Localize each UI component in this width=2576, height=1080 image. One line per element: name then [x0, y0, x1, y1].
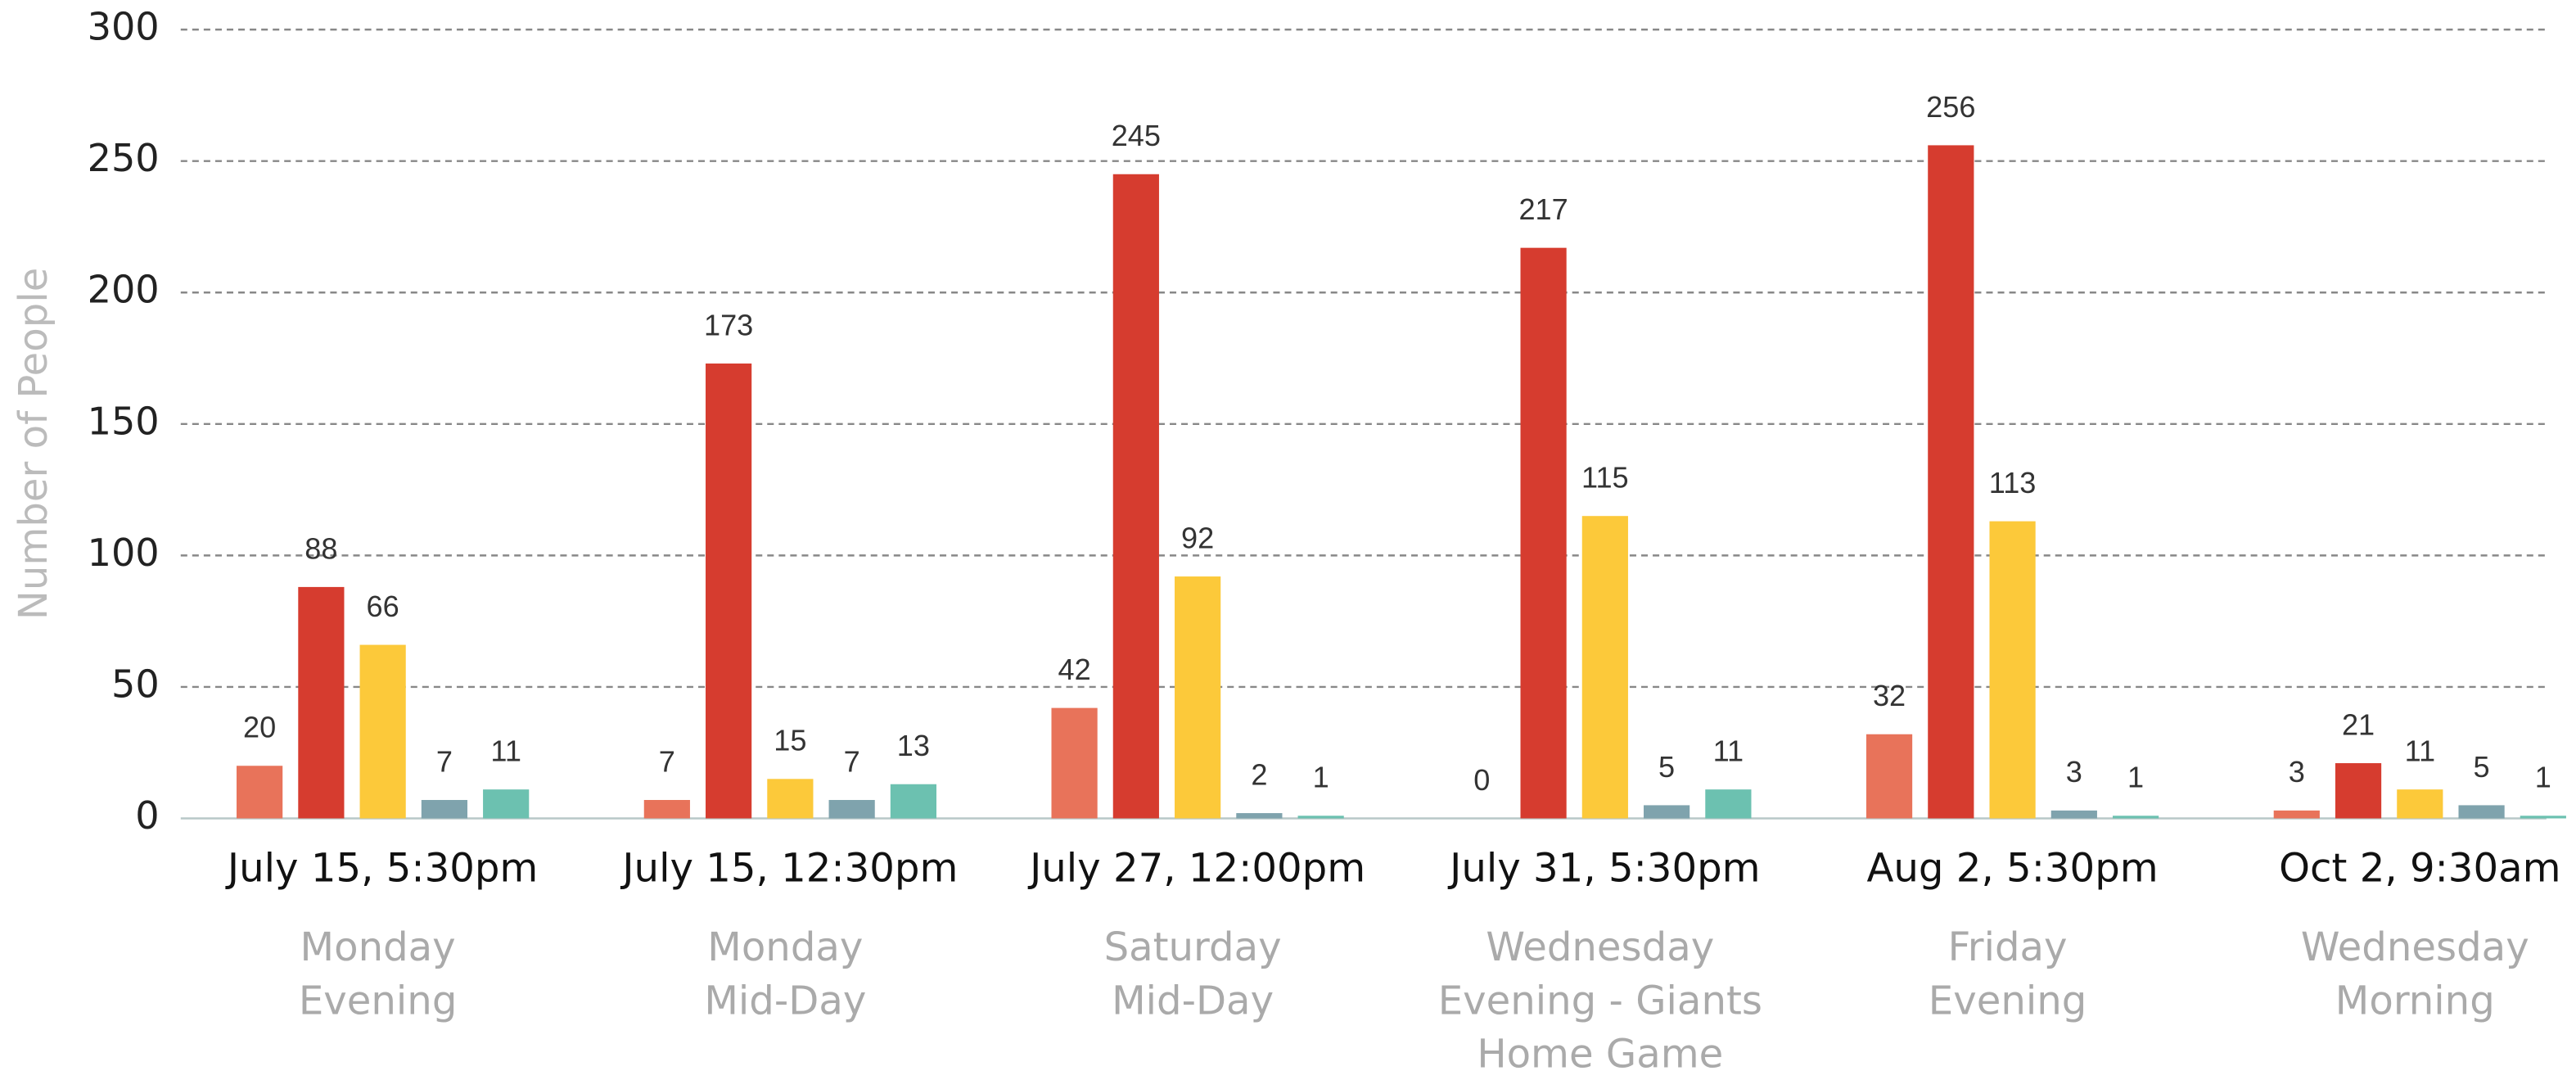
value-label: 5: [2474, 750, 2490, 784]
y-tick-label: 150: [88, 399, 160, 443]
y-axis-label: Number of People: [11, 268, 56, 620]
bar: [643, 800, 690, 819]
value-label: 1: [1313, 761, 1329, 794]
value-label: 3: [2066, 755, 2082, 789]
value-label: 245: [1112, 119, 1161, 152]
bar: [1236, 813, 1283, 819]
x-sublabel: Evening - Giants: [1438, 978, 1762, 1024]
value-label: 11: [2405, 734, 2435, 768]
bar: [1520, 247, 1567, 819]
value-label: 217: [1518, 192, 1568, 226]
value-label: 173: [704, 308, 753, 341]
bar: [1705, 789, 1752, 819]
x-tick-label: Aug 2, 5:30pm: [1866, 846, 2158, 892]
bar: [1297, 816, 1344, 819]
y-tick-label: 300: [88, 5, 160, 49]
value-label: 21: [2342, 707, 2375, 741]
y-tick-label: 200: [88, 268, 160, 312]
x-sublabel: Wednesday: [1486, 924, 1714, 970]
value-label: 1: [2127, 761, 2144, 794]
x-sublabel: Mid-Day: [1112, 978, 1274, 1024]
x-sublabel: Evening: [1929, 978, 2087, 1024]
bar: [1175, 576, 1221, 819]
bar: [421, 800, 468, 819]
bar: [1928, 145, 1974, 819]
value-label: 0: [1473, 763, 1490, 797]
bar: [483, 789, 530, 819]
value-label: 20: [243, 711, 276, 744]
bar: [1112, 174, 1159, 819]
y-tick-label: 100: [88, 531, 160, 575]
x-sublabel: Home Game: [1477, 1032, 1723, 1078]
bar: [237, 766, 283, 819]
value-label: 256: [1926, 90, 1975, 124]
value-label: 115: [1581, 461, 1629, 495]
x-sublabel: Monday: [707, 924, 863, 970]
bar: [2458, 805, 2505, 819]
x-sublabel: Monday: [300, 924, 456, 970]
bar: [2050, 810, 2097, 819]
value-label: 88: [305, 531, 337, 565]
value-label: 7: [659, 744, 675, 778]
bar: [1989, 521, 2036, 819]
value-label: 7: [844, 744, 860, 778]
value-label: 15: [774, 724, 806, 757]
value-label: 113: [1989, 466, 2037, 499]
bar: [767, 779, 814, 819]
value-label: 7: [436, 744, 453, 778]
bar: [2335, 763, 2382, 819]
value-label: 11: [490, 734, 521, 768]
x-sublabel: Mid-Day: [704, 978, 866, 1024]
bar: [2520, 816, 2566, 819]
value-label: 32: [1873, 679, 1906, 712]
bar: [2113, 816, 2159, 819]
bar: [1865, 734, 1913, 819]
bar: [706, 363, 752, 819]
bar: [1581, 516, 1628, 819]
x-sublabel: Wednesday: [2301, 924, 2529, 970]
bar: [1051, 707, 1098, 819]
bar: [359, 644, 406, 819]
y-tick-label: 250: [88, 136, 160, 180]
y-tick-label: 50: [111, 662, 160, 706]
x-sublabel: Friday: [1948, 924, 2068, 970]
bar: [298, 586, 345, 819]
y-tick-label: 0: [135, 793, 159, 838]
x-tick-label: Oct 2, 9:30am: [2279, 846, 2560, 892]
x-sublabel: Morning: [2335, 978, 2495, 1024]
value-label: 1: [2535, 761, 2551, 794]
value-label: 13: [897, 729, 930, 762]
value-label: 2: [1251, 757, 1267, 791]
value-label: 3: [2289, 755, 2305, 789]
x-tick-label: July 15, 5:30pm: [225, 846, 538, 892]
value-label: 42: [1058, 653, 1091, 686]
value-label: 66: [367, 590, 399, 623]
bar: [2397, 789, 2443, 819]
value-label: 5: [1658, 750, 1675, 784]
x-sublabel: Evening: [299, 978, 458, 1024]
bar: [890, 784, 937, 819]
x-sublabel: Saturday: [1104, 924, 1282, 970]
bar: [2273, 810, 2320, 819]
bar: [828, 800, 875, 819]
bar: [1644, 805, 1690, 819]
value-label: 92: [1181, 521, 1214, 554]
x-tick-label: July 27, 12:00pm: [1027, 846, 1365, 892]
x-tick-label: July 15, 12:30pm: [620, 846, 958, 892]
value-label: 11: [1713, 734, 1744, 768]
x-tick-label: July 31, 5:30pm: [1447, 846, 1760, 892]
